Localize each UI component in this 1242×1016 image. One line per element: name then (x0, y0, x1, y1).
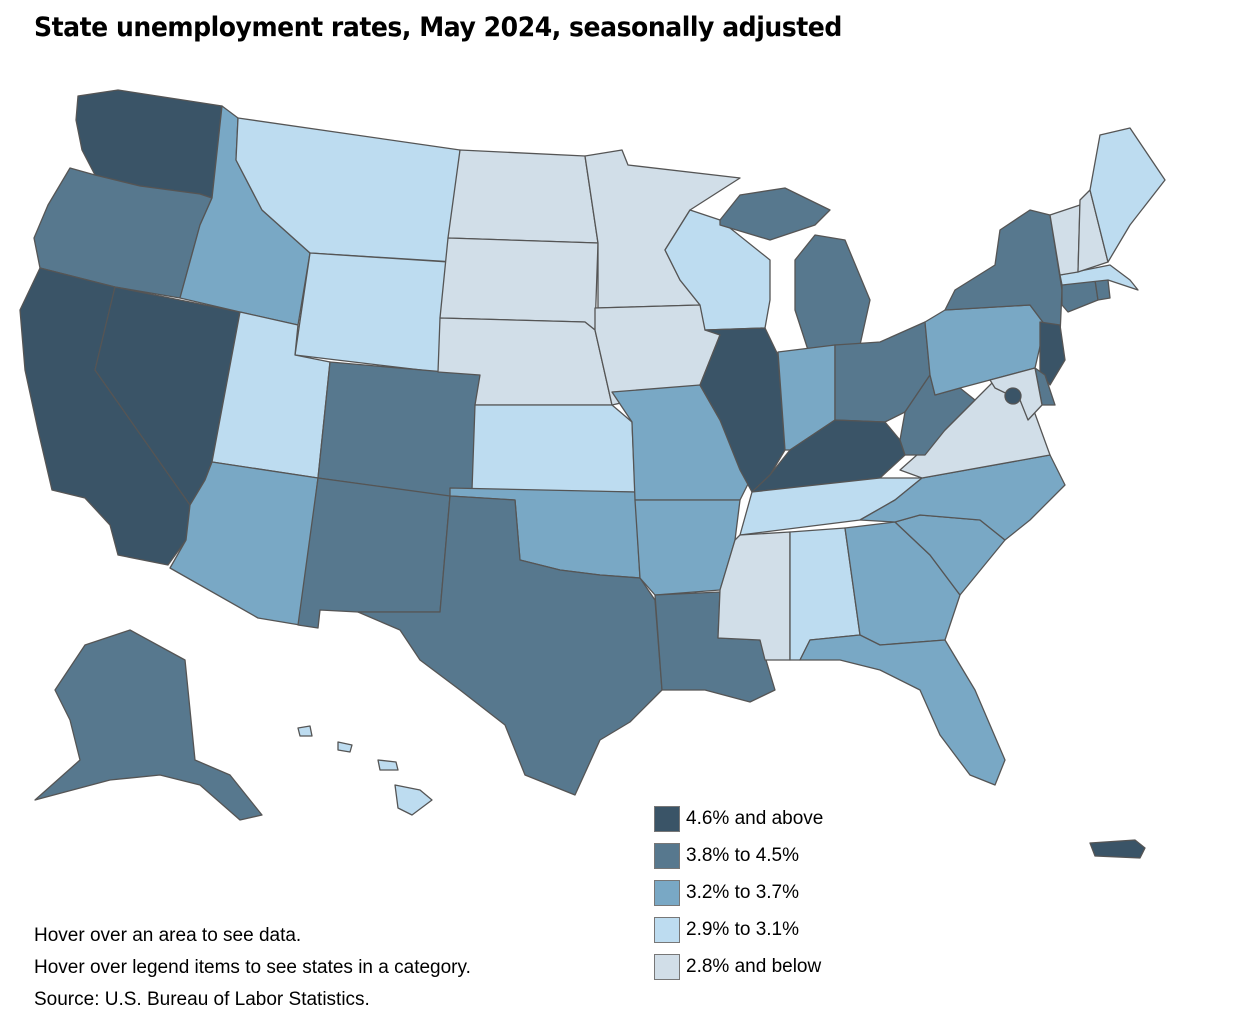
legend-item-2-9-to-3-1[interactable]: 2.9% to 3.1% (654, 911, 823, 948)
hover-area-note: Hover over an area to see data. (34, 925, 302, 946)
state-north-dakota[interactable] (447, 149, 599, 244)
state-alaska[interactable] (34, 629, 263, 821)
legend-item-3-8-to-4-5[interactable]: 3.8% to 4.5% (654, 837, 823, 874)
legend-label: 4.6% and above (686, 807, 824, 829)
state-north-carolina[interactable] (859, 454, 1066, 541)
state-hawaii-oahu[interactable] (337, 741, 353, 753)
state-kentucky[interactable] (751, 419, 906, 493)
state-kansas[interactable] (471, 404, 636, 493)
state-new-mexico[interactable] (297, 477, 451, 629)
state-hawaii-kauai[interactable] (297, 725, 313, 737)
legend-item-4-6-and-above[interactable]: 4.6% and above (654, 800, 823, 837)
state-south-dakota[interactable] (439, 237, 599, 331)
state-michigan[interactable] (719, 187, 831, 241)
legend-label: 3.8% to 4.5% (686, 844, 800, 866)
state-district-of-columbia[interactable] (1004, 387, 1022, 405)
state-new-jersey[interactable] (1039, 321, 1066, 386)
state-texas[interactable] (357, 495, 663, 796)
legend: 4.6% and above 3.8% to 4.5% 3.2% to 3.7%… (654, 800, 823, 985)
state-michigan-lower[interactable] (794, 234, 871, 351)
state-colorado[interactable] (317, 361, 481, 501)
legend-swatch (654, 842, 680, 869)
notes: Hover over an area to see data. Hover ov… (34, 920, 471, 1016)
state-maine[interactable] (1089, 127, 1166, 263)
legend-item-2-8-and-below[interactable]: 2.8% and below (654, 948, 823, 985)
map-title: State unemployment rates, May 2024, seas… (34, 12, 842, 43)
source-note: Source: U.S. Bureau of Labor Statistics. (34, 989, 370, 1010)
legend-swatch (654, 953, 680, 980)
legend-swatch (654, 916, 680, 943)
state-wyoming[interactable] (294, 252, 449, 373)
state-hawaii-maui[interactable] (377, 759, 399, 771)
state-wisconsin[interactable] (664, 209, 771, 331)
legend-item-3-2-to-3-7[interactable]: 3.2% to 3.7% (654, 874, 823, 911)
legend-swatch (654, 805, 680, 832)
legend-label: 2.9% to 3.1% (686, 918, 800, 940)
state-puerto-rico[interactable] (1089, 839, 1146, 859)
legend-swatch (654, 879, 680, 906)
state-hawaii[interactable] (394, 784, 433, 816)
state-rhode-island[interactable] (1094, 279, 1111, 301)
state-florida[interactable] (799, 634, 1006, 786)
legend-label: 2.8% and below (686, 955, 822, 977)
hover-legend-note: Hover over legend items to see states in… (34, 957, 471, 978)
legend-label: 3.2% to 3.7% (686, 881, 800, 903)
